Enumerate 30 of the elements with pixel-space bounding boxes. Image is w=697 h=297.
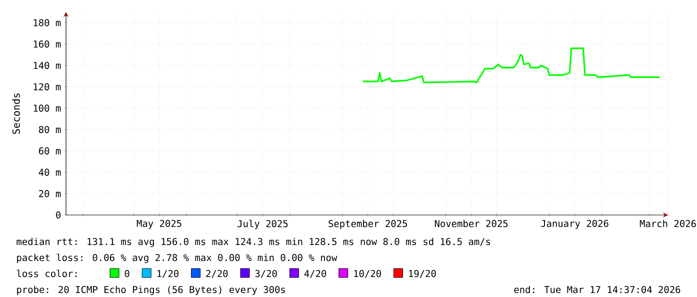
y-tick-label: 0 — [56, 211, 61, 219]
y-tick-label: 60 m — [38, 147, 61, 154]
x-tick-label: September 2025 — [328, 220, 407, 230]
legend-label: 1/20 — [157, 270, 178, 278]
y-tick-label: 160 m — [34, 40, 61, 48]
y-axis-title: Seconds — [12, 93, 20, 134]
text: end: Tue Mar 17 14:37:04 2026 — [514, 286, 680, 294]
text: probe: 20 ICMP Echo Pings (56 Bytes) every 300s — [17, 286, 285, 296]
x-tick-label: January 2026 — [541, 220, 608, 229]
y-tick-label: 80 m — [38, 126, 61, 134]
y-tick-label: 40 m — [38, 168, 61, 176]
legend-label: 0 — [124, 270, 130, 278]
y-tick-label: 120 m — [34, 83, 61, 90]
x-tick-label: May 2025 — [136, 220, 182, 229]
text: median rtt: 131.1 ms avg 156.0 ms max 124.3 ms min 128.5 ms now 8.0 ms sd 16.5 am/s — [16, 238, 490, 248]
legend-label: 19/20 — [409, 270, 436, 278]
legend-label: 3/20 — [255, 270, 277, 278]
x-tick-label: March 2026 — [640, 220, 696, 228]
legend-label: 10/20 — [354, 270, 381, 278]
legend-title: loss color: — [16, 270, 77, 278]
legend-label: 4/20 — [304, 270, 326, 278]
text: packet loss: 0.06 % avg 2.78 % max 0.00 % min 0.00 % now — [17, 254, 338, 264]
y-tick-label: 100 m — [34, 104, 61, 112]
y-tick-label: 20 m — [39, 190, 61, 198]
x-tick-label: July 2025 — [238, 220, 288, 230]
x-tick-label: November 2025 — [434, 220, 508, 228]
y-tick-label: 180 m — [34, 19, 61, 26]
line-series — [362, 48, 660, 84]
legend-label: 2/20 — [206, 270, 228, 278]
y-tick-label: 140 m — [34, 62, 61, 70]
